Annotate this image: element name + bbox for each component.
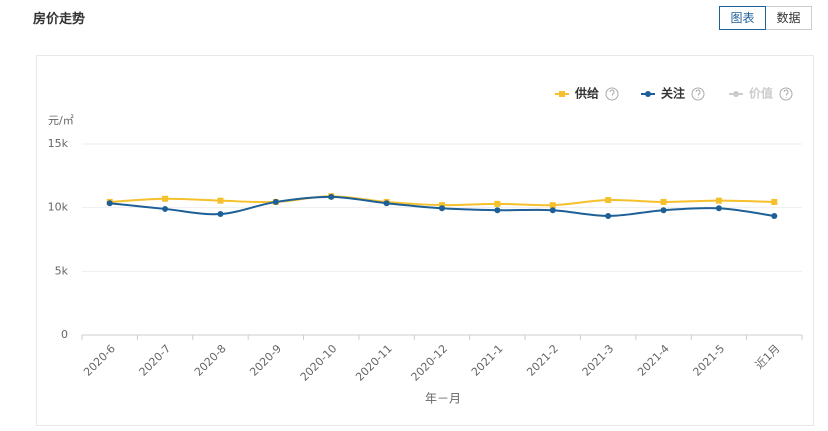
x-tick-label: 近1月 <box>753 342 783 372</box>
point <box>439 205 445 212</box>
legend-marker <box>559 91 565 97</box>
help-icon <box>605 87 619 101</box>
help-icon-glyph <box>783 89 789 98</box>
help-icon-glyph <box>609 89 615 98</box>
legend-marker <box>733 91 739 97</box>
point <box>439 202 445 209</box>
point <box>106 200 113 207</box>
point <box>605 197 612 204</box>
x-tick-label: 2021-5 <box>690 342 727 379</box>
legend-label: 关注 <box>661 86 685 101</box>
point <box>494 207 501 214</box>
tab-data[interactable]: 数据 <box>766 6 812 30</box>
y-unit: 元/㎡ <box>48 114 74 127</box>
legend-label: 供给 <box>574 86 599 101</box>
point <box>162 205 169 212</box>
x-tick-label: 2020-11 <box>353 342 395 384</box>
x-tick-label: 2020-7 <box>137 342 174 379</box>
x-axis-title: 年－月 <box>425 392 461 406</box>
legend-marker <box>645 91 651 97</box>
point <box>771 212 778 219</box>
y-tick-label: 10k <box>48 201 69 214</box>
x-tick-label: 2021-4 <box>635 342 672 379</box>
x-tick-label: 2020-9 <box>247 342 284 379</box>
tab-chart[interactable]: 图表 <box>719 6 766 30</box>
point <box>162 195 169 202</box>
point <box>715 205 722 212</box>
point <box>771 198 778 205</box>
x-tick-label: 2020-8 <box>192 342 229 379</box>
x-tick-label: 2021-3 <box>580 342 617 379</box>
x-tick-label: 2020-6 <box>81 342 118 379</box>
point <box>217 197 224 204</box>
point <box>383 200 390 207</box>
point <box>494 200 501 207</box>
legend-label: 价值 <box>749 86 773 101</box>
y-tick-label: 5k <box>55 264 69 277</box>
point <box>328 193 335 200</box>
y-tick-label: 0 <box>61 328 68 341</box>
point <box>549 202 556 209</box>
point <box>272 198 279 205</box>
point <box>549 207 556 214</box>
help-icon <box>691 87 705 101</box>
help-icon <box>779 87 793 101</box>
point <box>660 198 667 205</box>
x-tick-label: 2021-1 <box>469 342 506 379</box>
page-title: 房价走势 <box>33 12 86 27</box>
x-tick-label: 2020-10 <box>298 342 340 384</box>
point <box>660 207 667 214</box>
x-tick-label: 2021-2 <box>524 342 561 379</box>
point <box>715 197 722 204</box>
chart-frame <box>36 55 814 426</box>
point <box>605 212 612 219</box>
help-icon-glyph <box>695 89 701 98</box>
point <box>217 211 224 218</box>
x-tick-label: 2020-12 <box>409 342 451 384</box>
y-tick-label: 15k <box>48 137 69 150</box>
